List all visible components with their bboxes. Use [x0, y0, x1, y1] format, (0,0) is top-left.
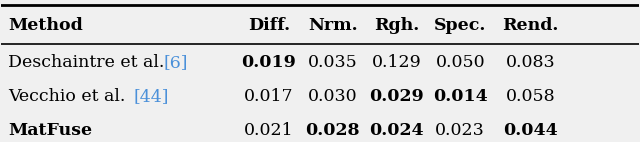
- Text: Nrm.: Nrm.: [308, 17, 358, 34]
- Text: 0.083: 0.083: [506, 54, 555, 71]
- Text: 0.129: 0.129: [372, 54, 421, 71]
- Text: 0.024: 0.024: [369, 122, 424, 139]
- Text: Vecchio et al.: Vecchio et al.: [8, 88, 131, 105]
- Text: Spec.: Spec.: [434, 17, 486, 34]
- Text: 0.019: 0.019: [241, 54, 296, 71]
- Text: Deschaintre et al.: Deschaintre et al.: [8, 54, 170, 71]
- Text: Rgh.: Rgh.: [374, 17, 419, 34]
- Text: Rend.: Rend.: [502, 17, 559, 34]
- Text: 0.058: 0.058: [506, 88, 555, 105]
- Text: 0.044: 0.044: [503, 122, 557, 139]
- Text: 0.050: 0.050: [435, 54, 485, 71]
- Text: 0.014: 0.014: [433, 88, 488, 105]
- Text: 0.035: 0.035: [308, 54, 358, 71]
- Text: 0.017: 0.017: [244, 88, 294, 105]
- Text: 0.021: 0.021: [244, 122, 294, 139]
- Text: Diff.: Diff.: [248, 17, 290, 34]
- Text: Method: Method: [8, 17, 83, 34]
- Text: MatFuse: MatFuse: [8, 122, 92, 139]
- Text: 0.029: 0.029: [369, 88, 424, 105]
- Text: 0.028: 0.028: [305, 122, 360, 139]
- Text: [6]: [6]: [164, 54, 188, 71]
- Text: [44]: [44]: [134, 88, 170, 105]
- Text: 0.023: 0.023: [435, 122, 485, 139]
- Text: 0.030: 0.030: [308, 88, 358, 105]
